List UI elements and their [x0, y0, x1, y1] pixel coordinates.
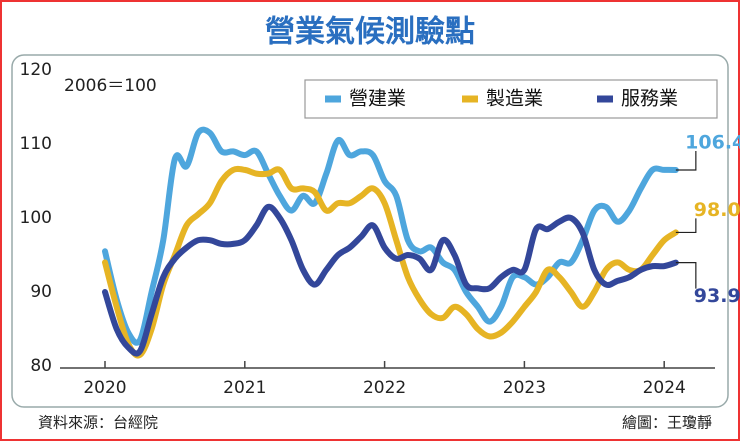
- legend-label: 服務業: [621, 88, 678, 110]
- label-connector: [675, 262, 697, 289]
- label-connector: [675, 150, 697, 171]
- y-tick-label: 120: [20, 60, 52, 80]
- source: 資料來源：台經院: [38, 414, 158, 432]
- legend-label: 營建業: [349, 88, 406, 110]
- y-tick-label: 90: [30, 282, 52, 302]
- y-tick-label: 110: [20, 134, 52, 154]
- x-tick-label: 2024: [643, 378, 686, 398]
- x-tick-label: 2021: [223, 378, 266, 398]
- x-tick-label: 2022: [363, 378, 406, 398]
- credit: 繪圖：王瓊靜: [622, 414, 712, 432]
- y-tick-label: 100: [20, 208, 52, 228]
- label-connector: [675, 218, 697, 234]
- x-tick-label: 2020: [83, 378, 126, 398]
- end-value-label: 93.97: [694, 285, 740, 307]
- annotation: 2006＝100: [64, 76, 157, 96]
- line: [102, 203, 679, 357]
- end-value-label: 98.05: [694, 199, 740, 221]
- y-tick-label: 80: [30, 356, 52, 376]
- line: [102, 165, 679, 359]
- legend-label: 製造業: [486, 88, 543, 110]
- chart-title: 營業氣候測驗點: [265, 15, 475, 50]
- x-tick-label: 2023: [503, 378, 546, 398]
- line: [102, 126, 679, 346]
- legend-box: [304, 79, 718, 119]
- plot-frame: [11, 54, 729, 408]
- end-value-label: 106.49: [685, 131, 740, 153]
